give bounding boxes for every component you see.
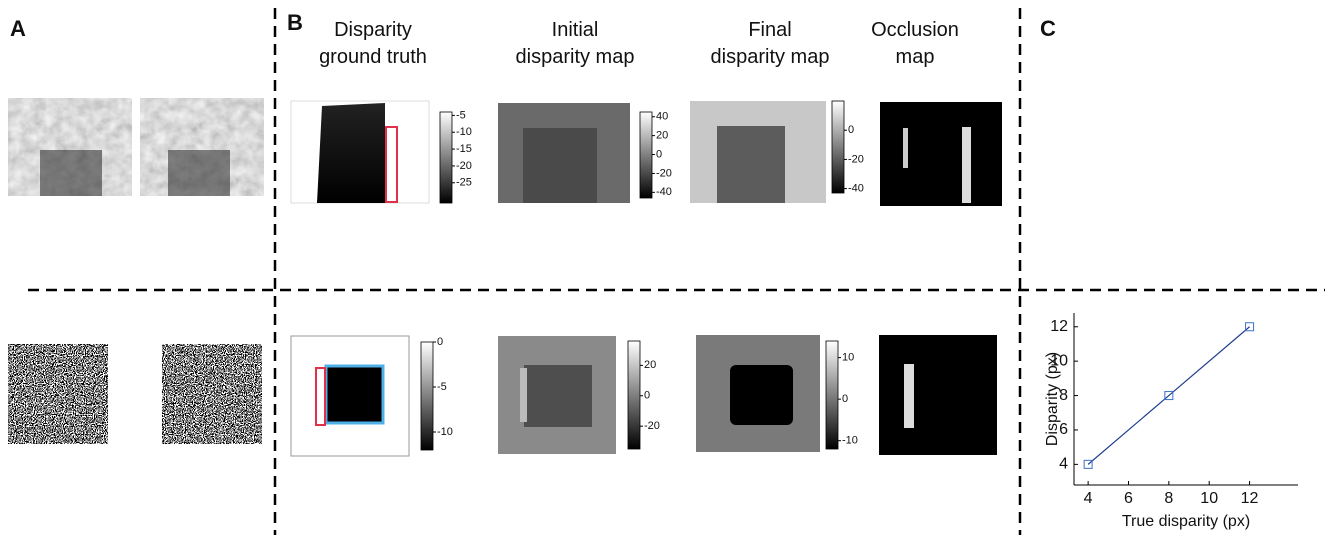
panel-label: A bbox=[10, 16, 26, 41]
column-header: Final bbox=[748, 19, 791, 41]
y-axis-label: Disparity (px) bbox=[1044, 352, 1061, 446]
column-header: Disparity bbox=[334, 19, 412, 41]
colorbar-tick-label: 0 bbox=[644, 390, 650, 402]
colorbar-tick-label: -10 bbox=[842, 435, 858, 447]
x-tick-label: 12 bbox=[1241, 490, 1259, 507]
colorbar-tick-label: 20 bbox=[644, 359, 656, 371]
column-header: Occlusion bbox=[871, 19, 959, 41]
colorbar-tick-label: -20 bbox=[456, 160, 472, 172]
colorbar-tick-label: 0 bbox=[842, 393, 848, 405]
colorbar-tick-label: 0 bbox=[656, 148, 662, 160]
column-header: disparity map bbox=[516, 46, 635, 68]
colorbar-tick-label: -20 bbox=[644, 420, 660, 432]
column-header: ground truth bbox=[319, 46, 427, 68]
colorbar-tick-label: -5 bbox=[437, 381, 447, 393]
colorbar bbox=[832, 101, 844, 193]
colorbar-tick-label: -20 bbox=[848, 153, 864, 165]
colorbar-tick-label: -10 bbox=[437, 426, 453, 438]
column-header: map bbox=[896, 46, 935, 68]
x-axis-label: True disparity (px) bbox=[1122, 513, 1250, 530]
colorbar-tick-label: -40 bbox=[656, 186, 672, 198]
y-tick-label: 4 bbox=[1059, 456, 1068, 473]
x-tick-label: 8 bbox=[1164, 490, 1173, 507]
colorbar bbox=[421, 342, 433, 450]
figure: A B C Disparity ground truth Initial dis… bbox=[0, 0, 1325, 535]
colorbar-tick-label: -25 bbox=[456, 177, 472, 189]
x-tick-label: 6 bbox=[1124, 490, 1133, 507]
colorbar bbox=[826, 341, 838, 449]
x-tick-label: 4 bbox=[1084, 490, 1093, 507]
series-line bbox=[1088, 327, 1249, 465]
colorbar-tick-label: -10 bbox=[456, 126, 472, 138]
column-header: Initial bbox=[552, 19, 599, 41]
colorbar bbox=[440, 112, 452, 203]
colorbar-tick-label: 10 bbox=[842, 352, 854, 364]
panel-label: C bbox=[1040, 16, 1056, 41]
colorbar-tick-label: 0 bbox=[848, 124, 854, 136]
column-header: disparity map bbox=[711, 46, 830, 68]
colorbar-tick-label: 40 bbox=[656, 111, 668, 123]
colorbar-tick-label: -15 bbox=[456, 143, 472, 155]
y-tick-label: 12 bbox=[1050, 318, 1068, 335]
x-tick-label: 10 bbox=[1200, 490, 1218, 507]
panel-label: B bbox=[287, 10, 303, 35]
colorbar-tick-label: -20 bbox=[656, 167, 672, 179]
colorbar bbox=[640, 112, 652, 198]
stereo-pair bbox=[8, 98, 264, 444]
colorbar bbox=[628, 341, 640, 449]
colorbar-tick-label: -40 bbox=[848, 183, 864, 195]
colorbar-tick-label: -5 bbox=[456, 109, 466, 121]
colorbar-tick-label: 20 bbox=[656, 130, 668, 142]
colorbar-tick-label: 0 bbox=[437, 336, 443, 348]
